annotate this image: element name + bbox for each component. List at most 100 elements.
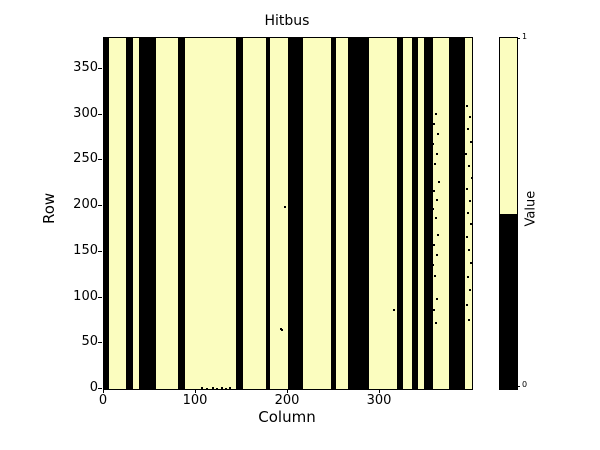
y-tick-label: 50 [81, 334, 98, 350]
heatmap-noise-dot [433, 122, 436, 125]
y-tick-mark [98, 113, 102, 115]
heatmap-noise-dot [436, 234, 439, 237]
y-tick-mark [98, 388, 102, 389]
heatmap-noise-dot [433, 309, 436, 312]
x-tick-mark [195, 389, 196, 393]
heatmap-noise-dot [469, 199, 472, 202]
heatmap-noise-dot [229, 387, 232, 389]
heatmap-noise-dot [471, 176, 472, 179]
heatmap-noise-dot [431, 172, 434, 175]
colorbar-tick-label: 0 [522, 380, 528, 389]
colorbar-low-segment [500, 213, 517, 389]
colorbar-label: Value [523, 190, 539, 227]
heatmap-noise-dot [200, 387, 203, 389]
y-tick-label: 0 [89, 380, 98, 395]
x-tick-label: 300 [366, 393, 392, 408]
colorbar-high-segment [500, 38, 517, 214]
y-tick-mark [98, 205, 102, 207]
colorbar-tick-mark [517, 386, 520, 387]
y-tick-mark [98, 342, 102, 344]
heatmap-noise-dot [470, 261, 472, 264]
heatmap-black-stripe [126, 38, 134, 389]
heatmap-noise-dot [468, 319, 471, 322]
heatmap-noise-dot [432, 143, 435, 146]
heatmap-noise-dot [216, 388, 219, 389]
heatmap-noise-dot [279, 327, 282, 330]
heatmap-black-stripe [397, 38, 403, 389]
y-tick-label: 150 [73, 242, 98, 258]
y-tick-label: 100 [73, 288, 98, 304]
heatmap-noise-dot [225, 388, 228, 389]
y-tick-label: 350 [73, 60, 98, 76]
heatmap-noise-dot [468, 249, 471, 252]
y-tick-label: 250 [73, 151, 98, 167]
heatmap-noise-dot [431, 285, 434, 288]
colorbar [499, 37, 518, 390]
heatmap-noise-dot [436, 153, 439, 156]
y-tick-label: 300 [73, 105, 98, 121]
heatmap-noise-dot [435, 322, 438, 325]
heatmap-noise-dot [432, 263, 435, 266]
heatmap-noise-dot [431, 102, 434, 105]
heatmap-noise-dot [435, 112, 438, 115]
heatmap-noise-dot [466, 303, 469, 306]
heatmap-noise-dot [434, 274, 437, 277]
heatmap-black-stripe [265, 38, 270, 389]
x-tick-mark [287, 389, 288, 393]
heatmap-noise-dot [467, 128, 470, 131]
colorbar-tick-mark [517, 38, 520, 39]
heatmap-black-stripe [331, 38, 336, 389]
heatmap-plot-area [103, 37, 473, 390]
heatmap-black-stripe [288, 38, 303, 389]
heatmap-black-stripe [104, 38, 109, 389]
colorbar-tick-label: 1 [522, 32, 528, 41]
y-tick-label: 200 [73, 197, 98, 213]
heatmap-black-stripe [138, 38, 156, 389]
heatmap-black-stripe [412, 38, 418, 389]
heatmap-noise-dot [467, 275, 470, 278]
y-tick-mark [98, 159, 102, 161]
heatmap-noise-dot [430, 226, 433, 229]
heatmap-noise-dot [465, 153, 468, 156]
heatmap-black-stripe [424, 38, 434, 389]
y-tick-mark [98, 68, 102, 70]
heatmap-noise-dot [470, 141, 472, 144]
heatmap-noise-dot [436, 198, 439, 201]
heatmap-noise-dot [436, 132, 439, 135]
x-axis-label: Column [258, 408, 316, 426]
heatmap-noise-dot [466, 104, 469, 107]
heatmap-noise-dot [434, 163, 437, 166]
x-tick-label: 0 [98, 393, 108, 408]
x-tick-label: 100 [182, 393, 208, 408]
heatmap-noise-dot [466, 187, 469, 190]
heatmap-noise-dot [281, 328, 284, 331]
heatmap-noise-dot [284, 206, 287, 209]
heatmap-noise-dot [211, 387, 214, 389]
heatmap-noise-dot [466, 236, 469, 239]
heatmap-noise-dot [467, 211, 470, 214]
heatmap-noise-dot [435, 217, 438, 220]
heatmap-black-stripe [177, 38, 185, 389]
heatmap-noise-dot [469, 115, 472, 118]
heatmap-noise-dot [470, 223, 472, 226]
x-tick-mark [103, 389, 104, 393]
heatmap-black-stripe [347, 38, 369, 389]
heatmap-noise-dot [436, 297, 439, 300]
y-axis-label: Row [40, 192, 58, 224]
y-tick-mark [98, 296, 102, 298]
heatmap-noise-dot [392, 309, 395, 312]
heatmap-noise-dot [220, 387, 223, 389]
heatmap-black-stripe [235, 38, 243, 389]
heatmap-noise-dot [437, 181, 440, 184]
heatmap-noise-dot [430, 184, 433, 187]
heatmap-noise-dot [469, 289, 472, 292]
heatmap-noise-dot [433, 189, 436, 192]
x-tick-label: 200 [274, 393, 300, 408]
chart-title: Hitbus [264, 13, 310, 29]
y-tick-mark [98, 250, 102, 252]
heatmap-noise-dot [468, 164, 471, 167]
heatmap-noise-dot [432, 207, 435, 210]
heatmap-noise-dot [206, 388, 209, 389]
heatmap-noise-dot [436, 253, 439, 256]
